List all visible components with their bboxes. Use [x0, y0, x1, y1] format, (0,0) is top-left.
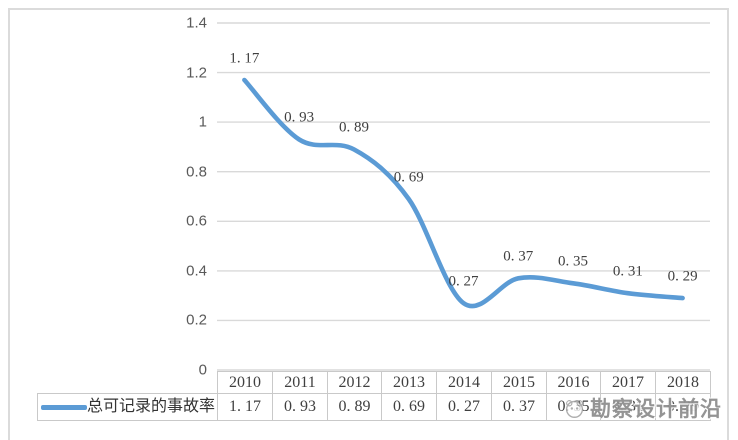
watermark-logo-icon: [565, 399, 584, 418]
year-header-cell: 2014: [436, 371, 492, 394]
value-cell: 0. 89: [327, 393, 382, 421]
value-cell: 1. 17: [217, 393, 273, 421]
y-axis-tick-label: 0.2: [186, 311, 207, 329]
data-label: 0. 29: [667, 268, 698, 285]
y-axis-tick-label: 0.8: [186, 163, 207, 181]
data-label: 0. 27: [448, 273, 479, 290]
year-header-cell: 2016: [546, 371, 601, 394]
year-header-cell: 2010: [217, 371, 273, 394]
y-axis-tick-label: 0.6: [186, 212, 207, 230]
year-header-cell: 2012: [327, 371, 382, 394]
value-cell: 0. 93: [272, 393, 328, 421]
data-label: 0. 69: [393, 169, 424, 186]
value-cell: 0. 29: [655, 393, 711, 421]
legend-cell: 总可记录的事故率: [37, 393, 218, 421]
y-axis-tick-label: 0: [198, 361, 207, 379]
value-cell: 0. 27: [436, 393, 492, 421]
y-axis-tick-label: 1.2: [186, 64, 207, 82]
year-header-cell: 2018: [655, 371, 711, 394]
y-axis-tick-label: 0.4: [186, 262, 207, 280]
data-label: 0. 93: [284, 109, 315, 126]
y-axis-tick-label: 1.4: [186, 14, 207, 32]
legend-series-label: 总可记录的事故率: [87, 398, 216, 415]
year-header-cell: 2013: [381, 371, 437, 394]
data-label: 0. 35: [558, 253, 589, 270]
series-line: [242, 77, 685, 309]
y-axis-tick-label: 1: [198, 113, 207, 131]
legend-line-swatch-icon: [41, 404, 87, 410]
data-label: 0. 89: [338, 119, 369, 136]
value-cell: 0. 37: [491, 393, 547, 421]
year-header-cell: 2017: [600, 371, 656, 394]
data-label: 1. 17: [229, 50, 260, 67]
chart-frame-border: [8, 8, 729, 440]
data-label: 0. 37: [503, 248, 534, 265]
value-cell: 0. 69: [381, 393, 437, 421]
watermark: 勘察设计前沿: [564, 393, 722, 423]
year-header-cell: 2011: [272, 371, 328, 394]
watermark-text: 勘察设计前沿: [590, 397, 722, 421]
data-label: 0. 31: [612, 263, 643, 280]
year-header-cell: 2015: [491, 371, 547, 394]
